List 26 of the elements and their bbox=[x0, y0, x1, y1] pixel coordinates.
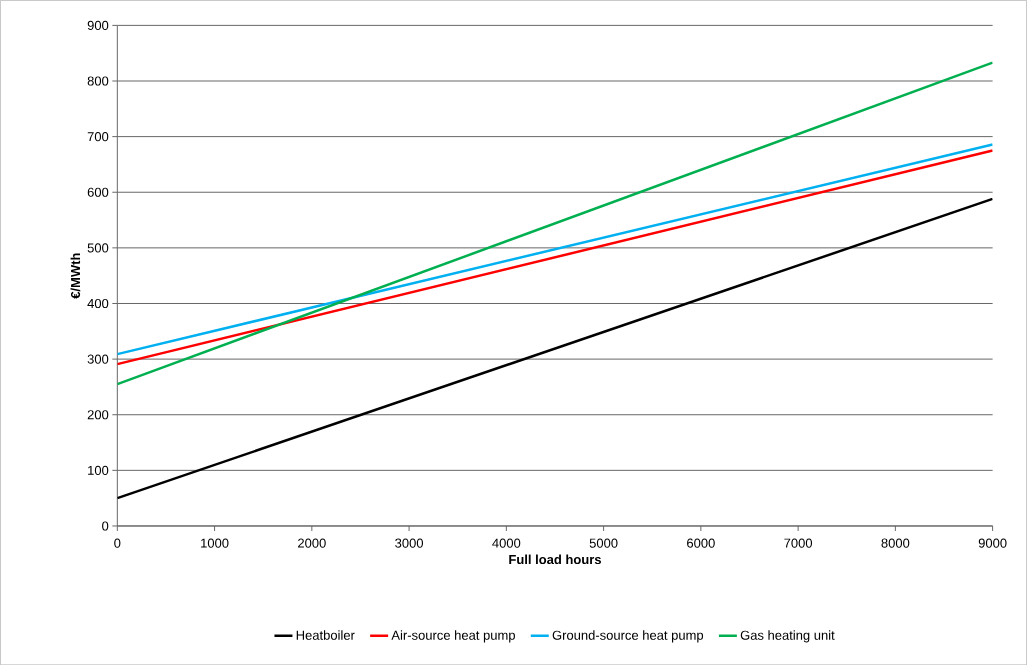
x-tick-label: 7000 bbox=[784, 538, 813, 548]
legend-label: Air-source heat pump bbox=[391, 630, 515, 643]
legend-label: Heatboiler bbox=[296, 630, 355, 640]
y-tick-label: 800 bbox=[87, 76, 109, 86]
y-tick-label: 200 bbox=[87, 410, 109, 420]
y-tick-label: 0 bbox=[102, 521, 109, 531]
x-tick-label: 2000 bbox=[298, 538, 326, 548]
y-tick-label: 100 bbox=[88, 465, 109, 475]
x-tick-label: 1000 bbox=[201, 538, 229, 548]
x-tick-label: 3000 bbox=[395, 538, 424, 548]
x-tick-label: 0 bbox=[114, 538, 121, 548]
y-tick-label: 400 bbox=[87, 298, 109, 308]
x-tick-label: 4000 bbox=[492, 538, 521, 548]
x-axis-title: Full load hours bbox=[509, 554, 601, 564]
legend-label: Ground-source heat pump bbox=[552, 630, 704, 643]
x-tick-label: 8000 bbox=[881, 538, 910, 548]
y-axis-title: €/MWth bbox=[70, 253, 81, 299]
x-tick-label: 5000 bbox=[589, 538, 618, 548]
x-tick-label: 9000 bbox=[978, 538, 1007, 548]
y-tick-label: 600 bbox=[87, 187, 109, 197]
y-tick-label: 300 bbox=[87, 354, 109, 364]
y-tick-label: 900 bbox=[87, 20, 109, 30]
y-tick-label: 500 bbox=[87, 243, 109, 253]
y-tick-label: 700 bbox=[87, 131, 109, 142]
x-tick-label: 6000 bbox=[687, 538, 715, 548]
legend-label: Gas heating unit bbox=[740, 630, 835, 643]
